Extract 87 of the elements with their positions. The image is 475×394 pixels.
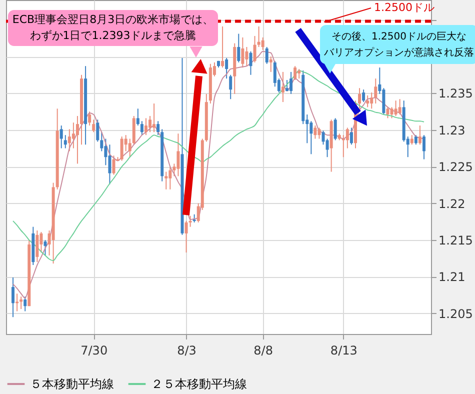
candlestick <box>148 115 152 133</box>
candlestick <box>188 215 192 228</box>
legend-label: ５本移動平均線 <box>30 377 114 391</box>
candlestick <box>225 57 228 80</box>
candlestick <box>168 166 172 190</box>
candlestick <box>245 46 248 67</box>
candlestick <box>24 296 27 312</box>
candlestick <box>273 60 276 88</box>
y-tick-label: 1.22 <box>438 196 466 211</box>
candlestick <box>184 220 188 254</box>
candlestick <box>358 88 362 110</box>
candlestick <box>36 230 39 263</box>
y-tick-label: 1.225 <box>438 160 473 174</box>
candlestick <box>346 127 349 149</box>
candlestick <box>370 92 374 110</box>
candlestick <box>96 119 100 142</box>
candlestick <box>64 134 67 149</box>
candlestick <box>414 134 418 146</box>
candlestick <box>237 33 240 63</box>
candlestick <box>76 115 79 164</box>
candlestick <box>257 26 260 48</box>
candlestick <box>374 78 378 104</box>
candlestick <box>253 35 256 63</box>
legend-label: ２５本移動平均線 <box>151 377 247 391</box>
candlestick <box>410 134 414 146</box>
candlestick <box>176 133 180 177</box>
x-tick-label: 8/8 <box>254 344 273 358</box>
y-tick-label: 1.215 <box>438 234 473 248</box>
candlestick <box>136 108 140 126</box>
candlestick <box>366 94 370 108</box>
y-tick-label: 1.235 <box>438 86 473 101</box>
candlestick <box>156 120 160 136</box>
candlestick <box>422 134 426 160</box>
annotation: バリアオプションが意識され反落 <box>323 46 474 58</box>
candlestick <box>44 240 47 256</box>
y-tick-label: 1.21 <box>438 270 466 284</box>
candlestick <box>140 120 144 136</box>
annotation: ECB理事会翌日8月3日の欧米市場では、 <box>12 13 214 26</box>
candlestick <box>120 136 124 162</box>
annotation: その後、1.2500ドルの巨大な <box>332 30 466 42</box>
candlestick <box>350 127 353 146</box>
x-tick-label: 8/13 <box>330 344 358 358</box>
candlestick <box>281 71 284 103</box>
candlestick <box>152 103 156 133</box>
candlestick <box>164 171 168 190</box>
candlestick <box>261 36 264 50</box>
candlestick <box>265 46 268 64</box>
candlestick <box>108 144 112 185</box>
candlestick <box>398 98 402 116</box>
candlestick <box>241 36 244 68</box>
candlestick <box>128 138 132 158</box>
candlestick <box>144 118 148 136</box>
candlestick <box>394 100 398 116</box>
candlestick <box>334 118 337 141</box>
legend-label: 1.2500ドル <box>374 1 434 14</box>
candlestick <box>12 276 15 318</box>
candlestick <box>68 128 71 152</box>
candlestick <box>112 155 116 176</box>
line-series <box>12 70 424 262</box>
candlestick <box>16 293 19 312</box>
annotation: わずか1日で1.2393ドルまで急騰 <box>30 29 196 42</box>
candlestick <box>418 125 422 146</box>
candlestick <box>72 122 75 149</box>
candlestick <box>60 125 63 149</box>
x-tick-label: 8/3 <box>177 344 196 358</box>
candlestick <box>88 111 92 126</box>
candlestick <box>382 88 386 116</box>
candlestick <box>229 74 232 100</box>
candlestick <box>249 50 252 76</box>
candlestick <box>20 296 23 310</box>
candlestick <box>318 127 321 140</box>
candlestick <box>386 106 390 119</box>
candlestick <box>314 125 317 140</box>
y-tick-label: 1.23 <box>438 123 466 138</box>
candlestick <box>310 120 313 155</box>
candlestick <box>298 68 301 80</box>
x-tick-label: 7/30 <box>80 344 108 358</box>
candlestick <box>294 66 297 81</box>
candlestick <box>362 89 366 103</box>
candlestick <box>290 71 293 94</box>
candlestick <box>322 130 325 146</box>
candlestick <box>40 231 43 254</box>
candlestick <box>390 106 394 119</box>
y-tick-label: 1.205 <box>438 306 473 321</box>
candlestick <box>92 119 96 133</box>
candlestick <box>269 56 272 72</box>
candlestick <box>221 26 224 68</box>
